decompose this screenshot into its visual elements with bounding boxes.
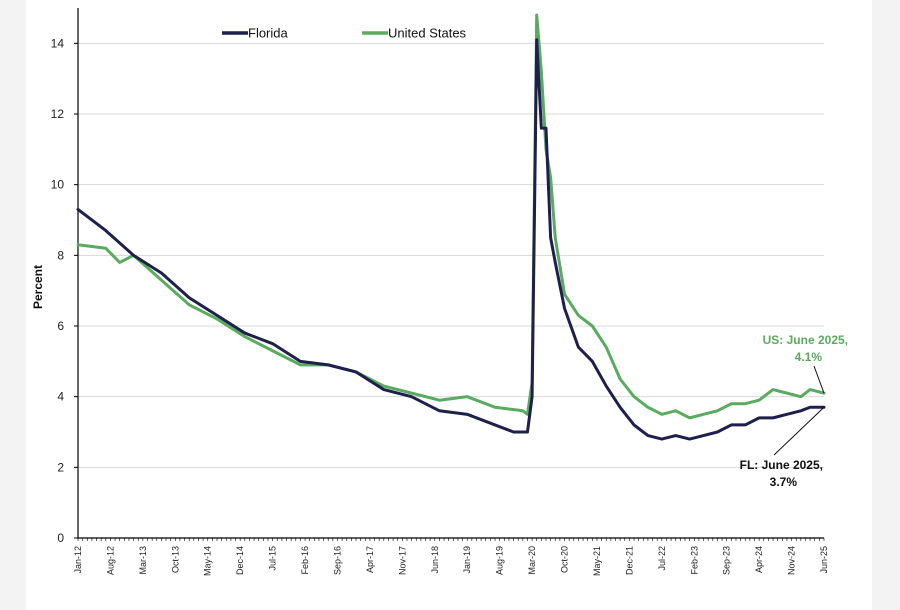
y-tick-label: 12 — [51, 107, 65, 121]
x-tick-label: Feb-23 — [689, 546, 699, 575]
x-tick-label: Mar-20 — [527, 546, 537, 575]
x-tick-label: Mar-13 — [138, 546, 148, 575]
chart-card: 0 2 4 6 8 10 12 14 Jan-12 Aug-12 Mar-13 Oct-13 May-… — [26, 0, 872, 610]
axes — [74, 8, 825, 541]
legend-label: Florida — [248, 26, 289, 41]
x-tick-label: Apr-24 — [754, 546, 764, 573]
series-layer — [76, 13, 826, 441]
series-line-florida — [76, 38, 826, 441]
y-tick-label: 6 — [57, 319, 64, 333]
x-tick-label: Feb-16 — [300, 546, 310, 575]
y-tick-label: 2 — [57, 460, 64, 474]
x-tick-label: Nov-24 — [787, 546, 797, 575]
x-tick-label: Jun-25 — [819, 546, 829, 574]
x-tick-label: Jan-12 — [73, 546, 83, 574]
line-chart: 0 2 4 6 8 10 12 14 Jan-12 Aug-12 Mar-13 Oct-13 May-… — [31, 8, 848, 576]
x-tick-label: May-14 — [203, 546, 213, 576]
x-tick-label: Nov-17 — [397, 546, 407, 575]
annotation-leader-line — [813, 365, 825, 394]
annotation-text: 4.1% — [795, 350, 823, 364]
legend: Florida United States — [222, 26, 467, 41]
x-tick-label: Jun-18 — [430, 546, 440, 574]
x-tick-label: Sep-23 — [722, 546, 732, 575]
x-tick-labels: Jan-12 Aug-12 Mar-13 Oct-13 May-14 Dec-14 Jul-… — [73, 546, 829, 576]
x-tick-label: Jul-15 — [268, 546, 278, 571]
y-tick-label: 0 — [57, 531, 64, 545]
legend-label: United States — [388, 26, 467, 41]
x-tick-label: May-21 — [592, 546, 602, 576]
annotation-text: US: June 2025, — [763, 333, 848, 347]
x-tick-label: Jul-22 — [657, 546, 667, 571]
gridlines — [78, 42, 824, 468]
series-line-united-states — [76, 13, 826, 420]
y-axis-label: Percent — [31, 265, 45, 309]
x-tick-label: Oct-13 — [170, 546, 180, 573]
y-tick-labels: 0 2 4 6 8 10 12 14 — [51, 36, 65, 545]
y-tick-label: 10 — [51, 178, 65, 192]
annotations: US: June 2025, 4.1% FL: June 2025, 3.7% — [740, 333, 848, 489]
y-tick-label: 4 — [57, 390, 64, 404]
x-tick-label: Dec-21 — [624, 546, 634, 575]
x-tick-label: Apr-17 — [365, 546, 375, 573]
annotation-text: 3.7% — [770, 475, 798, 489]
y-tick-label: 8 — [57, 248, 64, 262]
annotation-leader-line — [773, 406, 825, 456]
x-tick-label: Sep-16 — [332, 546, 342, 575]
x-tick-label: Dec-14 — [235, 546, 245, 575]
y-tick-label: 14 — [51, 36, 65, 50]
x-tick-label: Jan-19 — [462, 546, 472, 574]
annotation-text: FL: June 2025, — [740, 458, 823, 472]
x-tick-label: Aug-19 — [495, 546, 505, 575]
x-tick-label: Aug-12 — [105, 546, 115, 575]
x-tick-label: Oct-20 — [560, 546, 570, 573]
